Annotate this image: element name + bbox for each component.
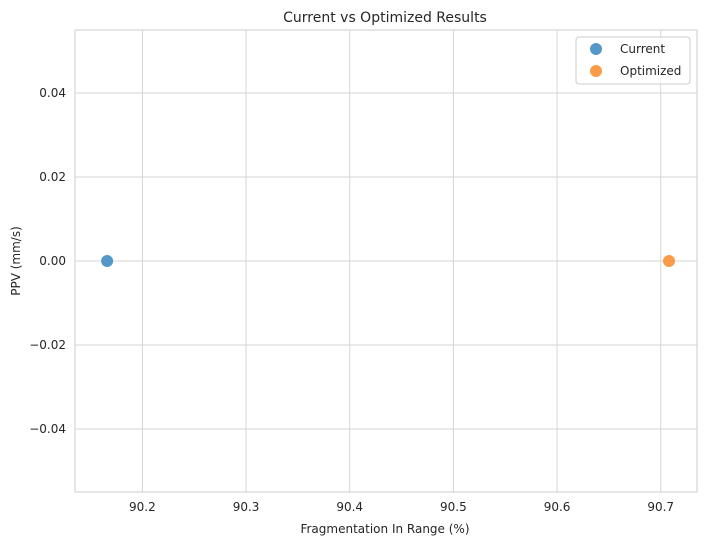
data-point-optimized — [663, 255, 676, 267]
legend-label-current: Current — [620, 42, 665, 56]
legend-label-optimized: Optimized — [620, 64, 681, 78]
x-tick-label: 90.3 — [233, 500, 260, 514]
legend-marker-current — [590, 43, 602, 55]
grid — [75, 30, 697, 492]
x-tick-label: 90.4 — [336, 500, 363, 514]
y-tick-label: −0.04 — [29, 422, 66, 436]
chart-title: Current vs Optimized Results — [283, 10, 487, 26]
y-tick-label: 0.04 — [39, 86, 66, 100]
y-tick-label: 0.00 — [39, 254, 66, 268]
x-tick-label: 90.2 — [129, 500, 156, 514]
plot-area-frame — [74, 29, 698, 493]
x-tick-labels: 90.2 90.3 90.4 90.5 90.6 90.7 — [129, 500, 674, 514]
y-tick-label: 0.02 — [39, 170, 66, 184]
legend-marker-optimized — [590, 65, 602, 77]
x-tick-label: 90.5 — [440, 500, 467, 514]
x-tick-label: 90.7 — [647, 500, 674, 514]
data-point-current — [101, 255, 114, 267]
y-tick-labels: −0.04 −0.02 0.00 0.02 0.04 — [29, 86, 66, 436]
data-points — [101, 255, 676, 267]
legend-box — [575, 36, 691, 85]
x-axis-label: Fragmentation In Range (%) — [300, 522, 469, 536]
y-axis-label: PPV (mm/s) — [9, 226, 23, 296]
legend: Current Optimized — [575, 36, 691, 85]
y-tick-label: −0.02 — [29, 338, 66, 352]
x-tick-label: 90.6 — [544, 500, 571, 514]
